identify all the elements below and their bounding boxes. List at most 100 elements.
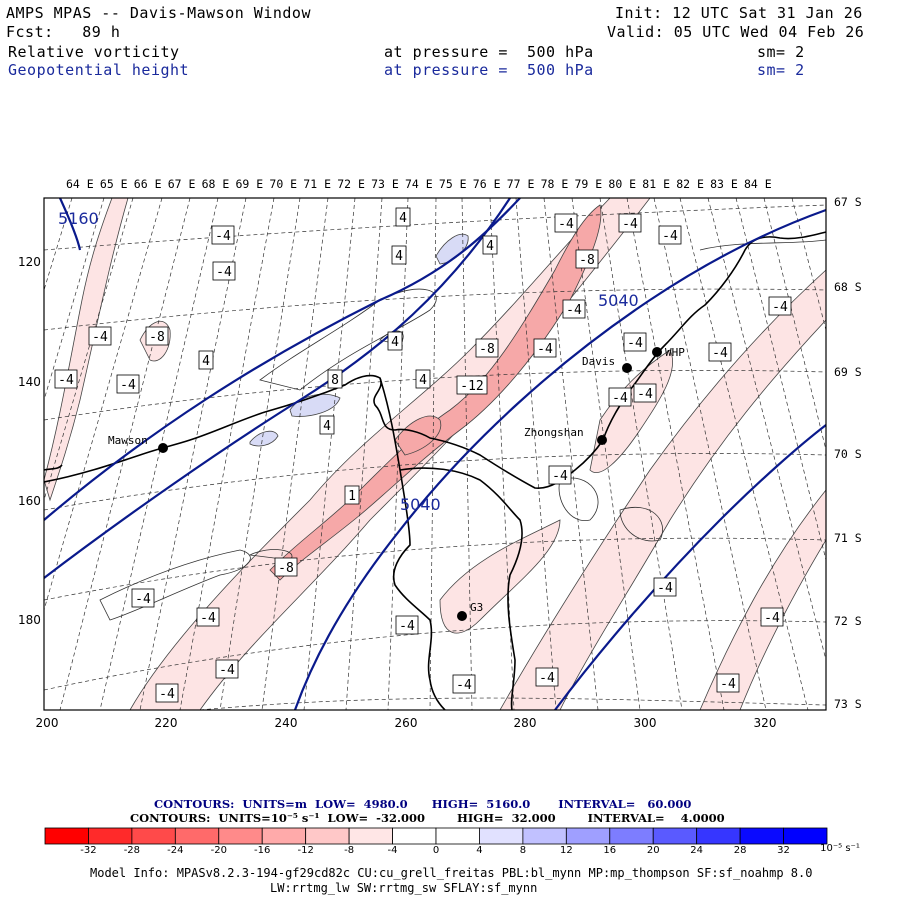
vorticity-label: -4 xyxy=(215,659,239,679)
svg-text:-4: -4 xyxy=(772,300,788,315)
vorticity-label: -4 xyxy=(653,577,677,597)
vorticity-label: -4 xyxy=(633,383,657,403)
vorticity-shading-mid xyxy=(269,204,602,581)
y-tick-label: 160 xyxy=(18,494,41,508)
vorticity-label: -4 xyxy=(562,299,586,319)
station-whp: WHP xyxy=(652,346,685,359)
lon-label: 75 E xyxy=(439,177,467,191)
colorbar-tick: 16 xyxy=(603,845,617,856)
svg-text:-8: -8 xyxy=(149,330,165,345)
colorbar-tick: 4 xyxy=(476,845,483,856)
colorbar-tick: -24 xyxy=(167,845,184,856)
colorbar-swatch xyxy=(739,827,784,845)
lat-label: 71 S xyxy=(834,531,862,545)
svg-text:-8: -8 xyxy=(479,342,495,357)
colorbar-tick: -16 xyxy=(254,845,271,856)
y-tick-label: 140 xyxy=(18,375,41,389)
station-label: G3 xyxy=(470,601,483,614)
latitude-labels: 67 S 68 S 69 S 70 S 71 S 72 S 73 S xyxy=(834,195,862,711)
x-tick-label: 300 xyxy=(634,716,657,730)
height-labels: 5160 5040 5040 xyxy=(58,209,639,514)
colorbar-swatch xyxy=(218,827,263,845)
colorbar-swatch xyxy=(783,827,828,845)
svg-text:-4: -4 xyxy=(537,342,553,357)
colorbar-tick: 8 xyxy=(519,845,527,856)
colorbar-tick: 28 xyxy=(733,845,747,856)
svg-text:-4: -4 xyxy=(200,611,216,626)
lat-label: 67 S xyxy=(834,195,862,209)
colorbar-tick: 20 xyxy=(646,845,660,856)
vorticity-label: -4 xyxy=(618,213,642,233)
field2-smoothing: sm= 2 xyxy=(757,61,805,79)
vorticity-label: 4 xyxy=(415,369,431,389)
svg-text:4: 4 xyxy=(202,354,210,369)
station-mawson: Mawson xyxy=(108,434,168,453)
geopotential-contours xyxy=(44,198,826,710)
svg-text:-4: -4 xyxy=(627,336,643,351)
vorticity-labels: -4 -4 -4 -4 -4 -4 -4 -4 -4 -4 -4 -4 -4 -4 -4 -4 -4 -4 -4 -4… xyxy=(54,207,792,703)
svg-text:4: 4 xyxy=(419,373,427,388)
svg-text:-4: -4 xyxy=(764,611,780,626)
svg-text:-4: -4 xyxy=(399,619,415,634)
svg-text:-4: -4 xyxy=(712,346,728,361)
lon-label: 79 E xyxy=(575,177,603,191)
y-tick-label: 120 xyxy=(18,255,41,269)
station-zhongshan: Zhongshan xyxy=(524,426,607,445)
vorticity-label: -4 xyxy=(535,667,559,687)
colorbar-tick: -4 xyxy=(387,845,398,856)
colorbar-swatch xyxy=(305,827,350,845)
colorbar-tick: 12 xyxy=(559,845,573,856)
x-tick-label: 220 xyxy=(155,716,178,730)
svg-text:-4: -4 xyxy=(552,469,568,484)
vorticity-label: -4 xyxy=(211,225,235,245)
svg-text:-4: -4 xyxy=(720,677,736,692)
svg-text:-4: -4 xyxy=(539,671,555,686)
vorticity-label: -8 xyxy=(475,338,499,358)
x-tick-label: 320 xyxy=(754,716,777,730)
svg-text:-4: -4 xyxy=(612,391,628,406)
lat-label: 69 S xyxy=(834,365,862,379)
vorticity-label: 1 xyxy=(344,485,360,505)
field2-pressure: at pressure = 500 hPa xyxy=(384,61,594,79)
forecast-hour: Fcst: 89 h xyxy=(6,23,121,41)
longitude-labels: 64 E 65 E 66 E 67 E 68 E 69 E 70 E 71 E 72 E 73 E… xyxy=(66,177,772,191)
lat-label: 73 S xyxy=(834,697,862,711)
colorbar-tick: 24 xyxy=(690,845,704,856)
svg-text:-4: -4 xyxy=(215,229,231,244)
colorbar-swatch xyxy=(44,827,89,845)
field1-pressure: at pressure = 500 hPa xyxy=(384,43,594,61)
lon-label: 84 E xyxy=(744,177,772,191)
y-tick-label: 180 xyxy=(18,613,41,627)
svg-text:-4: -4 xyxy=(219,663,235,678)
svg-text:4: 4 xyxy=(323,419,331,434)
svg-text:-4: -4 xyxy=(622,217,638,232)
colorbar-tick: 32 xyxy=(777,845,790,856)
lon-label: 78 E xyxy=(541,177,569,191)
vorticity-label: -4 xyxy=(54,369,78,389)
station-label: Davis xyxy=(582,355,615,368)
vorticity-label: -4 xyxy=(608,387,632,407)
svg-text:-4: -4 xyxy=(92,330,108,345)
vorticity-label: -4 xyxy=(548,465,572,485)
colorbar xyxy=(44,827,828,845)
valid-time: Valid: 05 UTC Wed 04 Feb 26 xyxy=(607,23,865,41)
vorticity-label: 4 xyxy=(395,207,411,227)
svg-text:4: 4 xyxy=(391,335,399,350)
svg-text:1: 1 xyxy=(348,489,356,504)
x-tick-label: 240 xyxy=(275,716,298,730)
lon-label: 66 E xyxy=(134,177,162,191)
svg-text:-4: -4 xyxy=(637,387,653,402)
lon-label: 64 E xyxy=(66,177,94,191)
colorbar-swatch xyxy=(131,827,176,845)
colorbar-tick: -28 xyxy=(123,845,141,856)
vorticity-label: 4 xyxy=(198,350,214,370)
vorticity-label: -12 xyxy=(456,375,488,395)
vorticity-label: -8 xyxy=(274,557,298,577)
svg-text:-8: -8 xyxy=(579,253,595,268)
x-tick-label: 260 xyxy=(395,716,418,730)
vorticity-label: -4 xyxy=(196,607,220,627)
colorbar-swatch xyxy=(479,827,524,845)
colorbar-swatch xyxy=(565,827,611,845)
vorticity-shading-light xyxy=(44,198,826,710)
vorticity-label: 4 xyxy=(387,331,403,351)
